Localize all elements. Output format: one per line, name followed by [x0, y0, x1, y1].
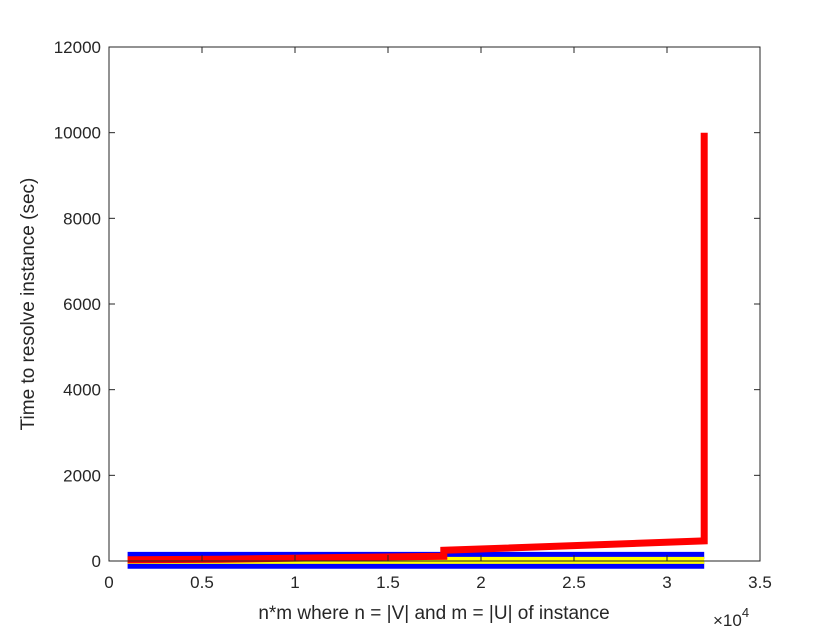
plot-area [108, 46, 761, 569]
y-tick-label: 2000 [63, 466, 101, 485]
y-tick-label: 4000 [63, 381, 101, 400]
y-axis-ticks: 0 2000 4000 6000 8000 10000 12000 [54, 38, 760, 571]
x-tick-label: 3 [662, 573, 671, 592]
y-axis-label: Time to resolve instance (sec) [18, 178, 39, 431]
x-exponent-base: ×10 [713, 611, 742, 630]
series-line-4 [127, 132, 708, 564]
y-tick-label: 12000 [54, 38, 101, 57]
axes-background [109, 47, 760, 561]
x-tick-label: 0.5 [190, 573, 214, 592]
x-tick-label: 1 [290, 573, 299, 592]
y-tick-label: 8000 [63, 209, 101, 228]
x-axis-label: n*m where n = |V| and m = |U| of instanc… [258, 603, 609, 624]
y-tick-label: 10000 [54, 124, 101, 143]
series-layer [127, 132, 708, 569]
x-tick-label: 2.5 [562, 573, 586, 592]
x-tick-label: 1.5 [376, 573, 400, 592]
y-tick-label: 6000 [63, 295, 101, 314]
x-tick-label: 0 [104, 573, 113, 592]
x-exponent-power: 4 [742, 605, 749, 620]
x-exponent-label: ×104 [713, 605, 749, 630]
x-tick-label: 3.5 [748, 573, 772, 592]
x-axis-ticks: 0 0.5 1 1.5 2 2.5 3 3.5 [104, 47, 772, 592]
y-tick-label: 0 [92, 552, 101, 571]
x-tick-label: 2 [476, 573, 485, 592]
